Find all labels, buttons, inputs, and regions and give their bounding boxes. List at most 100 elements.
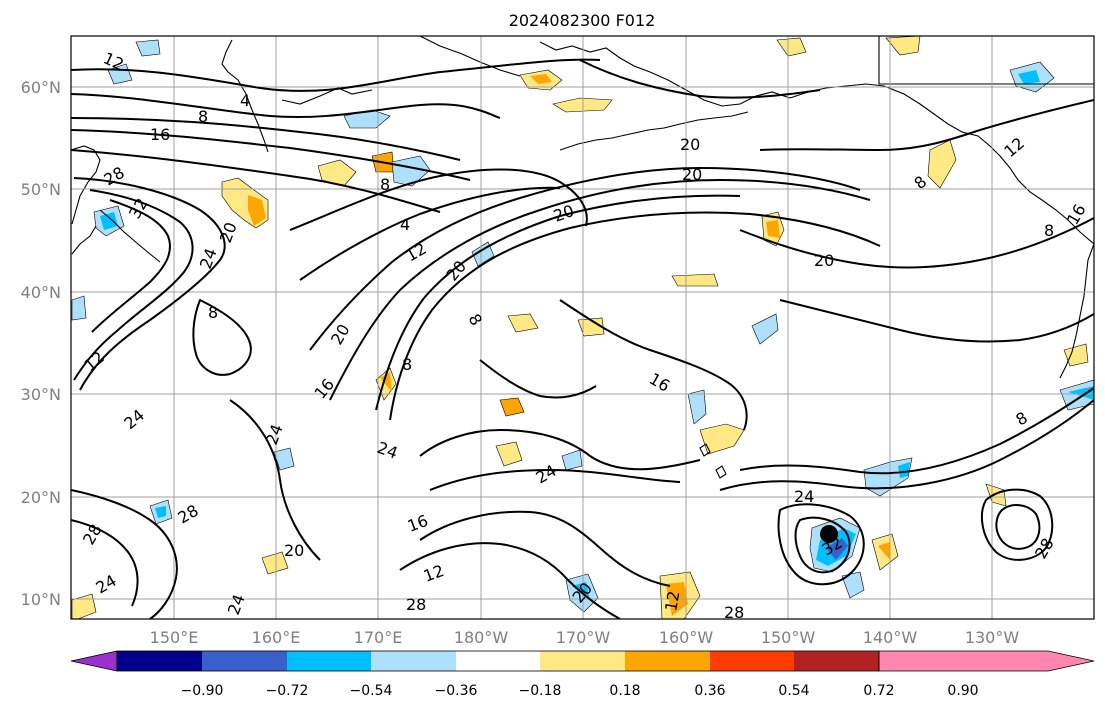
contour-label: 28 bbox=[406, 595, 426, 614]
colorbar-segment bbox=[371, 651, 456, 671]
lon-tick-label: 160°E bbox=[252, 628, 301, 647]
longitude-axis: 150°E 160°E 170°E 180°W 170°W 160°W 150°… bbox=[150, 628, 1020, 647]
shaded-patch bbox=[776, 37, 807, 57]
colorbar-segment bbox=[540, 651, 625, 671]
shaded-patch bbox=[927, 139, 957, 189]
contour-label: 8 bbox=[402, 355, 412, 374]
contour-label: 4 bbox=[400, 215, 410, 234]
coastline-alaska-south bbox=[789, 83, 1001, 157]
colorbar-extend-low bbox=[70, 650, 118, 672]
lon-tick-label: 130°W bbox=[965, 628, 1020, 647]
colorbar-tick-label: −0.36 bbox=[435, 683, 478, 699]
shaded-patch bbox=[577, 317, 605, 337]
contour-lines bbox=[71, 58, 1094, 619]
map-panel: 12 8 4 16 28 32 24 20 8 12 20 20 20 20 8… bbox=[70, 35, 1095, 622]
contour-label: 8 bbox=[198, 107, 208, 126]
contour-label: 8 bbox=[208, 303, 218, 322]
latitude-axis: 10°N 20°N 30°N 40°N 50°N 60°N bbox=[21, 78, 61, 609]
colorbar-tick-label: −0.90 bbox=[181, 683, 224, 699]
shaded-patch bbox=[898, 462, 910, 478]
contour-line bbox=[91, 199, 171, 333]
coastlines bbox=[71, 36, 1094, 479]
shaded-patch bbox=[687, 389, 707, 425]
contour-label: 8 bbox=[380, 175, 390, 194]
colorbar-segment bbox=[710, 651, 794, 671]
coastline-hawaii-2 bbox=[715, 465, 727, 479]
colorbar-segment bbox=[117, 651, 202, 671]
shaded-patch bbox=[561, 449, 583, 471]
shaded-patch bbox=[71, 593, 97, 619]
contour-line bbox=[71, 129, 471, 181]
contour-line bbox=[71, 93, 501, 119]
contour-label: 20 bbox=[682, 165, 702, 184]
map-frame bbox=[70, 35, 1095, 620]
contour-line bbox=[329, 179, 871, 401]
shaded-patch bbox=[317, 159, 357, 187]
contour-label: 20 bbox=[284, 541, 304, 560]
shaded-patch bbox=[885, 36, 921, 56]
shaded-patch bbox=[100, 212, 118, 230]
contour-line bbox=[779, 299, 1094, 343]
contour-line bbox=[309, 167, 861, 351]
lon-tick-label: 150°E bbox=[150, 628, 199, 647]
shaded-patch bbox=[841, 571, 865, 599]
coastline-alaska-west bbox=[539, 41, 791, 107]
shaded-patch bbox=[826, 538, 848, 560]
shaded-patch bbox=[751, 313, 779, 345]
colorbar-segment bbox=[794, 651, 879, 671]
contour-line bbox=[71, 519, 139, 607]
contour-line bbox=[794, 516, 851, 574]
coastline-aleutians bbox=[559, 111, 749, 151]
colorbar: −0.90 −0.72 −0.54 −0.36 −0.18 0.18 0.36 … bbox=[70, 650, 1095, 699]
shaded-patch bbox=[1018, 70, 1040, 84]
coastline-alaska-north bbox=[419, 36, 521, 77]
coastline-sakhalin bbox=[71, 225, 97, 255]
contour-label: 16 bbox=[150, 125, 170, 144]
contour-line bbox=[73, 189, 194, 381]
shaded-patch bbox=[471, 241, 495, 267]
colorbar-tick-label: 0.90 bbox=[947, 683, 978, 699]
colorbar-tick-label: 0.72 bbox=[863, 683, 894, 699]
coastline-japan bbox=[99, 209, 161, 263]
contour-line bbox=[192, 299, 252, 376]
storm-center-marker bbox=[820, 525, 838, 543]
shaded-patch bbox=[135, 39, 161, 57]
contour-line bbox=[73, 177, 226, 391]
lon-tick-label: 150°W bbox=[761, 628, 816, 647]
border-alaska-canada bbox=[878, 36, 1094, 85]
contour-label: 8 bbox=[1044, 221, 1054, 240]
colorbar-tick-label: 0.54 bbox=[778, 683, 809, 699]
lat-tick-label: 30°N bbox=[21, 385, 61, 404]
shaded-patch bbox=[248, 195, 266, 226]
shaded-patch bbox=[878, 542, 890, 560]
contour-label: 20 bbox=[680, 135, 700, 154]
contour-line bbox=[375, 194, 741, 411]
shaded-patch bbox=[391, 155, 431, 187]
contour-line bbox=[759, 99, 1094, 151]
lat-tick-label: 40°N bbox=[21, 283, 61, 302]
colorbar-tick-label: 0.18 bbox=[609, 683, 640, 699]
coastline-hawaii-1 bbox=[699, 443, 711, 457]
lon-tick-label: 140°W bbox=[863, 628, 918, 647]
contour-line bbox=[419, 510, 671, 587]
shaded-patch bbox=[261, 551, 289, 575]
shaded-patch bbox=[380, 372, 392, 392]
shaded-patch bbox=[671, 273, 719, 287]
lat-tick-label: 20°N bbox=[21, 488, 61, 507]
shaded-patch bbox=[530, 74, 552, 84]
contour-line bbox=[299, 186, 561, 281]
lat-tick-label: 50°N bbox=[21, 180, 61, 199]
coastline-bering bbox=[281, 87, 373, 105]
lat-tick-label: 60°N bbox=[21, 78, 61, 97]
lat-tick-label: 10°N bbox=[21, 590, 61, 609]
figure-title: 2024082300 F012 bbox=[509, 11, 656, 30]
contour-line bbox=[71, 489, 178, 619]
contour-line bbox=[71, 117, 461, 161]
contour-line bbox=[739, 217, 1094, 269]
shaded-patch bbox=[1068, 386, 1094, 400]
contour-label: 24 bbox=[794, 487, 814, 506]
contour-line bbox=[229, 399, 321, 561]
shaded-patch bbox=[499, 397, 525, 417]
shaded-patch bbox=[71, 295, 87, 321]
colorbar-tick-label: −0.54 bbox=[350, 683, 393, 699]
